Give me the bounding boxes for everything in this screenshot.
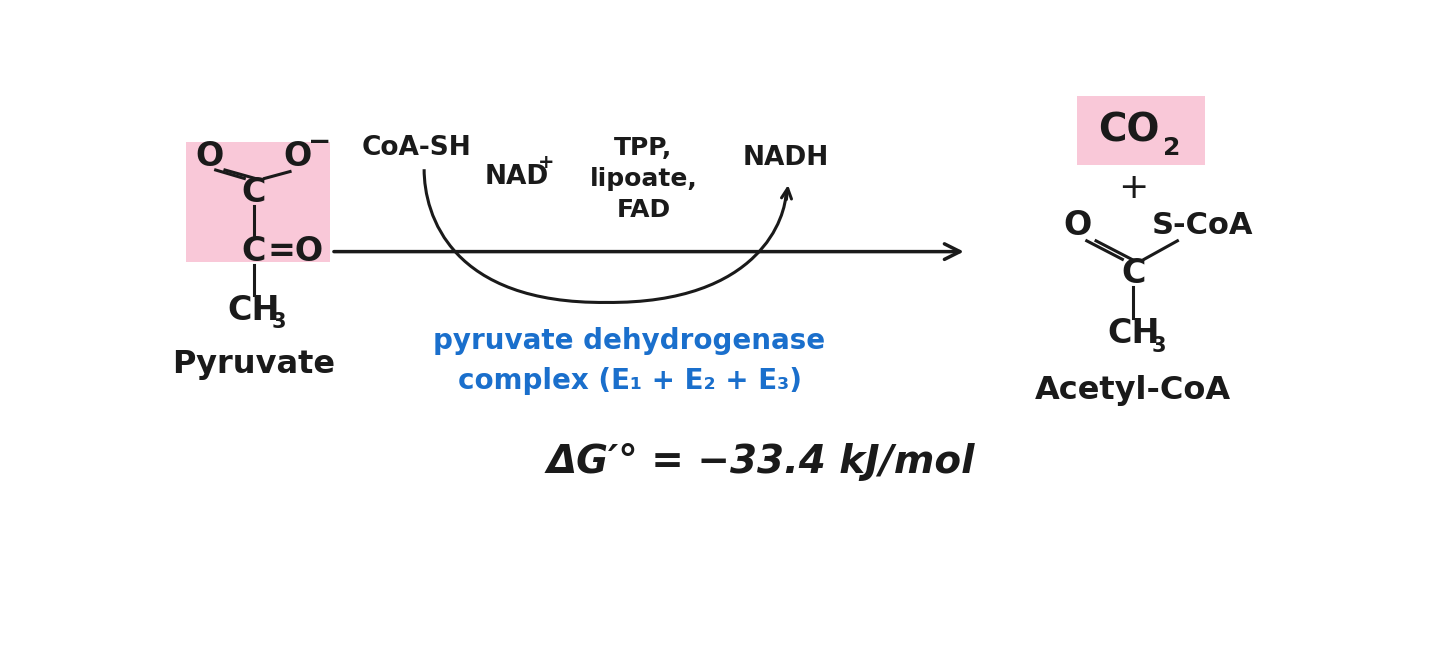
Text: CO: CO [1099,112,1161,150]
Text: 2: 2 [1164,136,1181,160]
FancyBboxPatch shape [1077,96,1205,165]
Text: Acetyl-CoA: Acetyl-CoA [1035,375,1231,406]
Text: +: + [539,153,554,172]
Text: O: O [284,140,312,172]
Text: 3: 3 [271,311,285,332]
Text: TPP,: TPP, [615,136,672,161]
Text: S-CoA: S-CoA [1152,211,1254,240]
Text: NADH: NADH [743,145,829,170]
Text: 3: 3 [1152,336,1166,355]
FancyBboxPatch shape [186,142,330,262]
Text: =O: =O [268,235,324,268]
Text: CoA-SH: CoA-SH [361,135,471,161]
Text: ΔG′° = −33.4 kJ/mol: ΔG′° = −33.4 kJ/mol [547,443,975,481]
Text: Pyruvate: Pyruvate [173,349,336,379]
Text: CH: CH [228,294,279,326]
Text: CH: CH [1107,317,1159,350]
Text: complex (E₁ + E₂ + E₃): complex (E₁ + E₂ + E₃) [458,367,802,395]
Text: O: O [1063,209,1092,242]
Text: pyruvate dehydrogenase: pyruvate dehydrogenase [433,327,825,355]
Text: C: C [242,235,266,268]
Text: O: O [196,140,223,172]
Text: −: − [308,128,331,156]
Text: lipoate,: lipoate, [589,167,697,191]
Text: +: + [1117,172,1149,206]
Text: C: C [242,176,266,209]
Text: NAD: NAD [485,164,549,190]
Text: C: C [1120,257,1145,290]
Text: FAD: FAD [616,198,671,222]
